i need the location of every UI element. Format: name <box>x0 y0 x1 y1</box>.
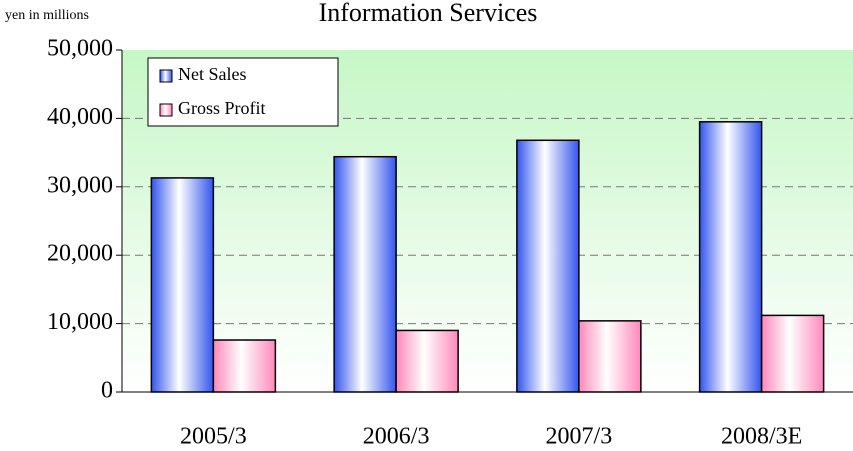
y-tick-label: 50,000 <box>47 36 113 62</box>
bar <box>212 339 277 393</box>
x-tick-label: 2006/3 <box>363 424 430 450</box>
y-tick-label: 0 <box>101 378 113 404</box>
y-axis-label: yen in millions <box>5 8 89 23</box>
x-tick-label: 2007/3 <box>546 424 613 450</box>
y-tick-label: 10,000 <box>47 309 113 335</box>
legend-swatch <box>159 103 173 117</box>
bar <box>698 121 763 393</box>
x-tick-label: 2008/3E <box>721 424 802 450</box>
chart-title: Information Services <box>319 0 538 27</box>
legend-swatch <box>159 69 173 83</box>
legend-box <box>147 57 339 127</box>
y-tick-label: 40,000 <box>47 104 113 130</box>
y-tick-label: 20,000 <box>47 241 113 267</box>
y-tick-label: 30,000 <box>47 172 113 198</box>
bar <box>516 139 580 393</box>
bar <box>150 177 215 393</box>
bar <box>333 155 397 393</box>
legend-label: Gross Profit <box>178 98 266 118</box>
bar <box>395 329 459 393</box>
bar <box>578 320 642 393</box>
legend-label: Net Sales <box>178 64 246 84</box>
bar <box>760 314 825 393</box>
x-tick-label: 2005/3 <box>180 424 247 450</box>
